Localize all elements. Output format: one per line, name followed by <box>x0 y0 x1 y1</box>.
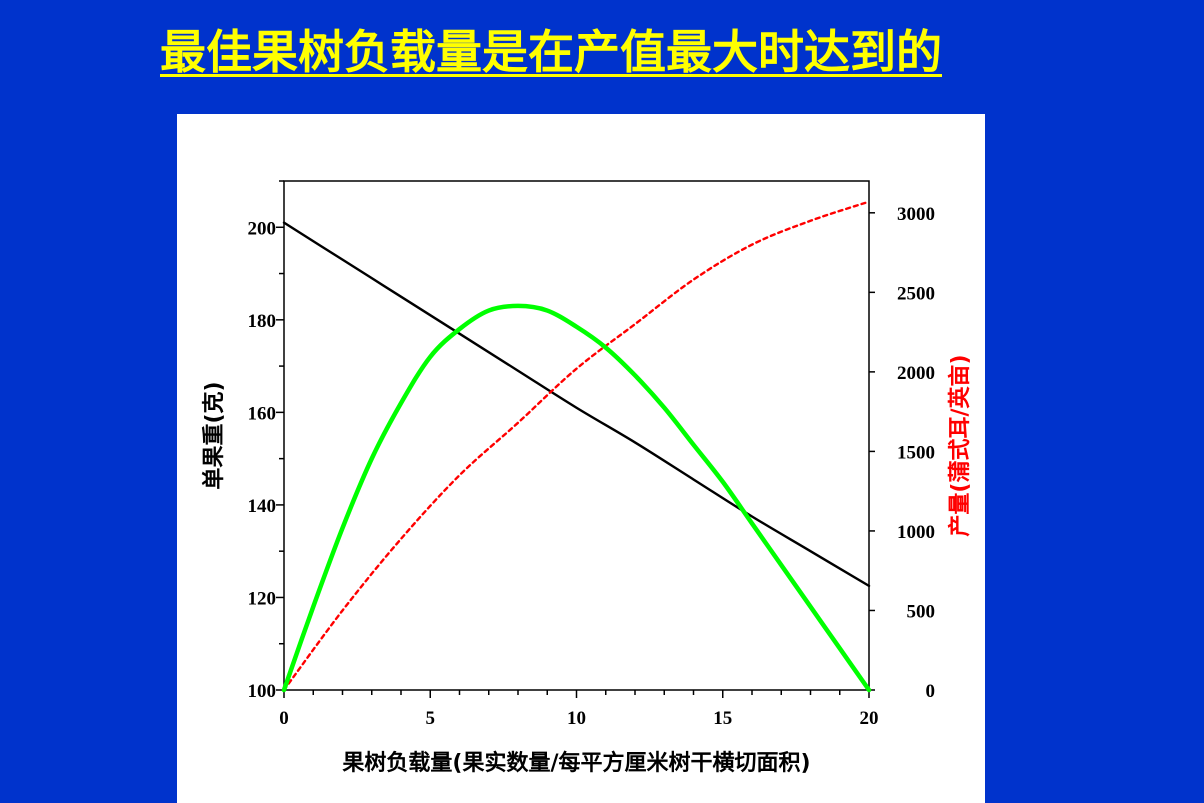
x-tick-label: 0 <box>279 708 289 729</box>
x-tick-label: 5 <box>426 708 436 729</box>
y2-axis-title: 产量(蒲式耳/英亩) <box>947 354 973 536</box>
y2-tick-label: 3000 <box>897 204 935 225</box>
y2-tick-label: 500 <box>907 601 936 622</box>
yield-line <box>282 200 871 692</box>
y2-tick-label: 1000 <box>897 522 935 543</box>
y-tick-label: 160 <box>248 403 277 424</box>
fruit-weight-line <box>282 221 871 588</box>
y-tick-label: 100 <box>248 681 277 702</box>
slide-title: 最佳果树负载量是在产值最大时达到的 <box>160 25 942 79</box>
x-tick-label: 20 <box>860 708 879 729</box>
chart: 0 5 10 15 2010012014016018020005001000150020… <box>201 180 973 776</box>
x-tick-label: 15 <box>713 708 732 729</box>
value-curve <box>281 303 872 693</box>
y-tick-label: 200 <box>248 218 277 239</box>
chart-panel: 0 5 10 15 20 100 120 140 160 180 200 0 500 1000 1500 20… <box>177 114 985 803</box>
y-tick-label: 180 <box>248 311 277 332</box>
y2-tick-label: 1500 <box>897 442 935 463</box>
y-tick-label: 120 <box>248 588 277 609</box>
y-tick-label: 140 <box>248 496 277 517</box>
y2-tick-label: 0 <box>926 681 936 702</box>
plot-frame <box>283 180 870 691</box>
x-axis-title: 果树负载量(果实数量/每平方厘米树干横切面积) <box>342 750 810 776</box>
x-tick-label: 10 <box>567 708 586 729</box>
y2-tick-label: 2500 <box>897 283 935 304</box>
y-axis-title: 单果重(克) <box>201 381 227 489</box>
y2-tick-label: 2000 <box>897 363 935 384</box>
